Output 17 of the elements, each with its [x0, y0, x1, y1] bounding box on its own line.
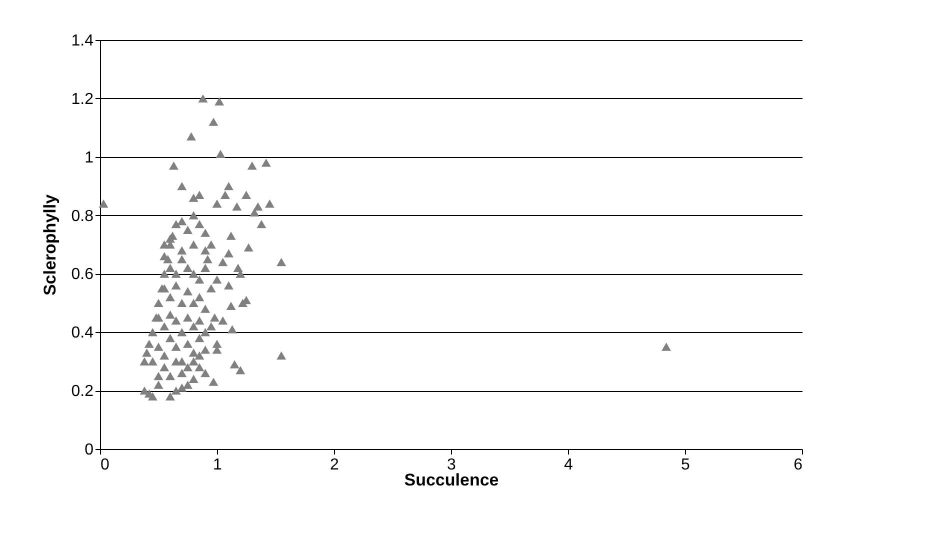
y-tick-label: 0.8	[71, 208, 94, 225]
x-tick-label: 6	[794, 456, 803, 474]
y-tick-label: 0	[84, 442, 94, 458]
x-tick-label: 1	[213, 456, 222, 474]
y-tick-label: 1.2	[71, 90, 94, 108]
x-tick-label: 3	[447, 456, 456, 474]
x-tick-label: 4	[564, 456, 574, 474]
x-tick-label: 5	[681, 456, 690, 474]
y-tick-label: 0.6	[71, 266, 94, 284]
x-axis-title: Succulence	[404, 470, 499, 490]
x-tick-label: 0	[100, 456, 110, 474]
y-tick-label: 0.2	[71, 383, 94, 400]
x-tick-label: 2	[330, 456, 340, 474]
y-axis-title: Sclerophylly	[40, 194, 60, 296]
y-tick-label: 1	[84, 149, 94, 166]
y-tick-label: 1.4	[71, 32, 94, 50]
y-tick-label: 0.4	[71, 324, 94, 342]
